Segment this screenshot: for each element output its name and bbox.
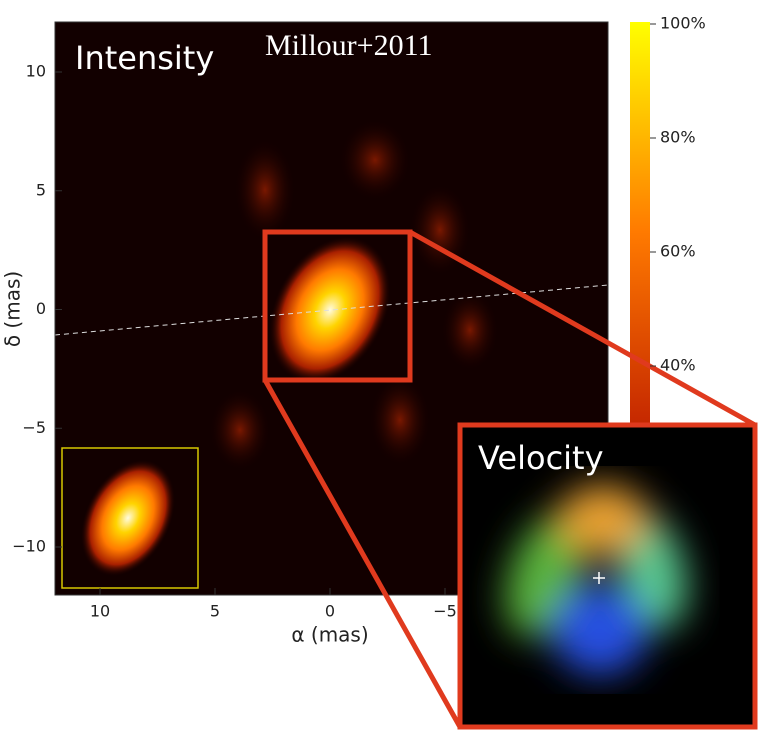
y-tick-label: 5 xyxy=(36,180,46,199)
inset-title: Velocity xyxy=(478,439,604,477)
y-tick-label: −10 xyxy=(12,537,46,556)
zoom xyxy=(262,229,757,729)
y-tick-label: 10 xyxy=(26,62,46,81)
colorbar xyxy=(630,22,650,442)
intensity-map xyxy=(54,21,609,596)
x-tick-label: 0 xyxy=(325,602,335,621)
y-axis-label: δ (mas) xyxy=(1,271,25,347)
x-axis-label: α (mas) xyxy=(291,623,368,647)
colorbar-tick-label: 60% xyxy=(660,242,696,261)
credit: Millour+2011 xyxy=(265,29,432,62)
colorbar-tick-label: 80% xyxy=(660,128,696,147)
x-tick-label: 5 xyxy=(210,602,220,621)
y-tick-label: −5 xyxy=(22,418,46,437)
colorbar-tick-label: 100% xyxy=(660,14,706,33)
y-tick-label: 0 xyxy=(36,299,46,318)
colorbar-tick-label: 40% xyxy=(660,356,696,375)
x-tick-label: −5 xyxy=(433,602,457,621)
panel-title: Intensity xyxy=(75,39,214,77)
x-tick-label: 10 xyxy=(90,602,110,621)
velocity-inset xyxy=(457,422,758,730)
